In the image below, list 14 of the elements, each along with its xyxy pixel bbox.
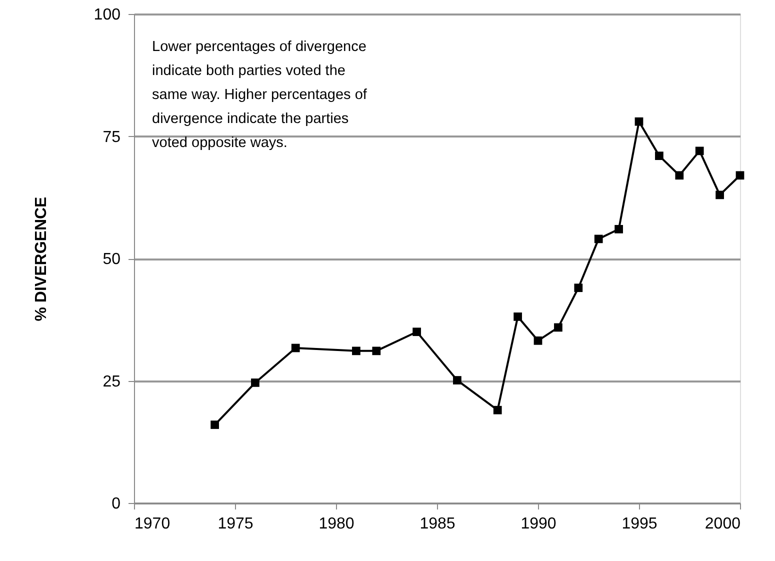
y-tick-label: 75 [102,128,121,146]
y-axis-title: % DIVERGENCE [32,196,50,322]
x-tick-label: 1980 [318,516,354,532]
x-tick-label: 1995 [622,516,658,532]
x-tick-label: 1975 [218,516,254,532]
y-tick-label: 25 [102,373,121,390]
annotation: Lower percentages of divergence indicate both parties voted the same way. Higher percentages of divergence indicate the parties voted opposite ways. [152,39,368,151]
y-tick-label: 100 [94,6,121,24]
x-tick-label: 2000 [704,516,741,532]
y-tick-label: 50 [102,251,121,268]
x-tick-label: 1970 [134,516,170,532]
x-tick-label: 1985 [420,516,456,532]
y-tick-label: 0 [112,496,121,512]
x-tick-label: 1990 [520,516,556,532]
